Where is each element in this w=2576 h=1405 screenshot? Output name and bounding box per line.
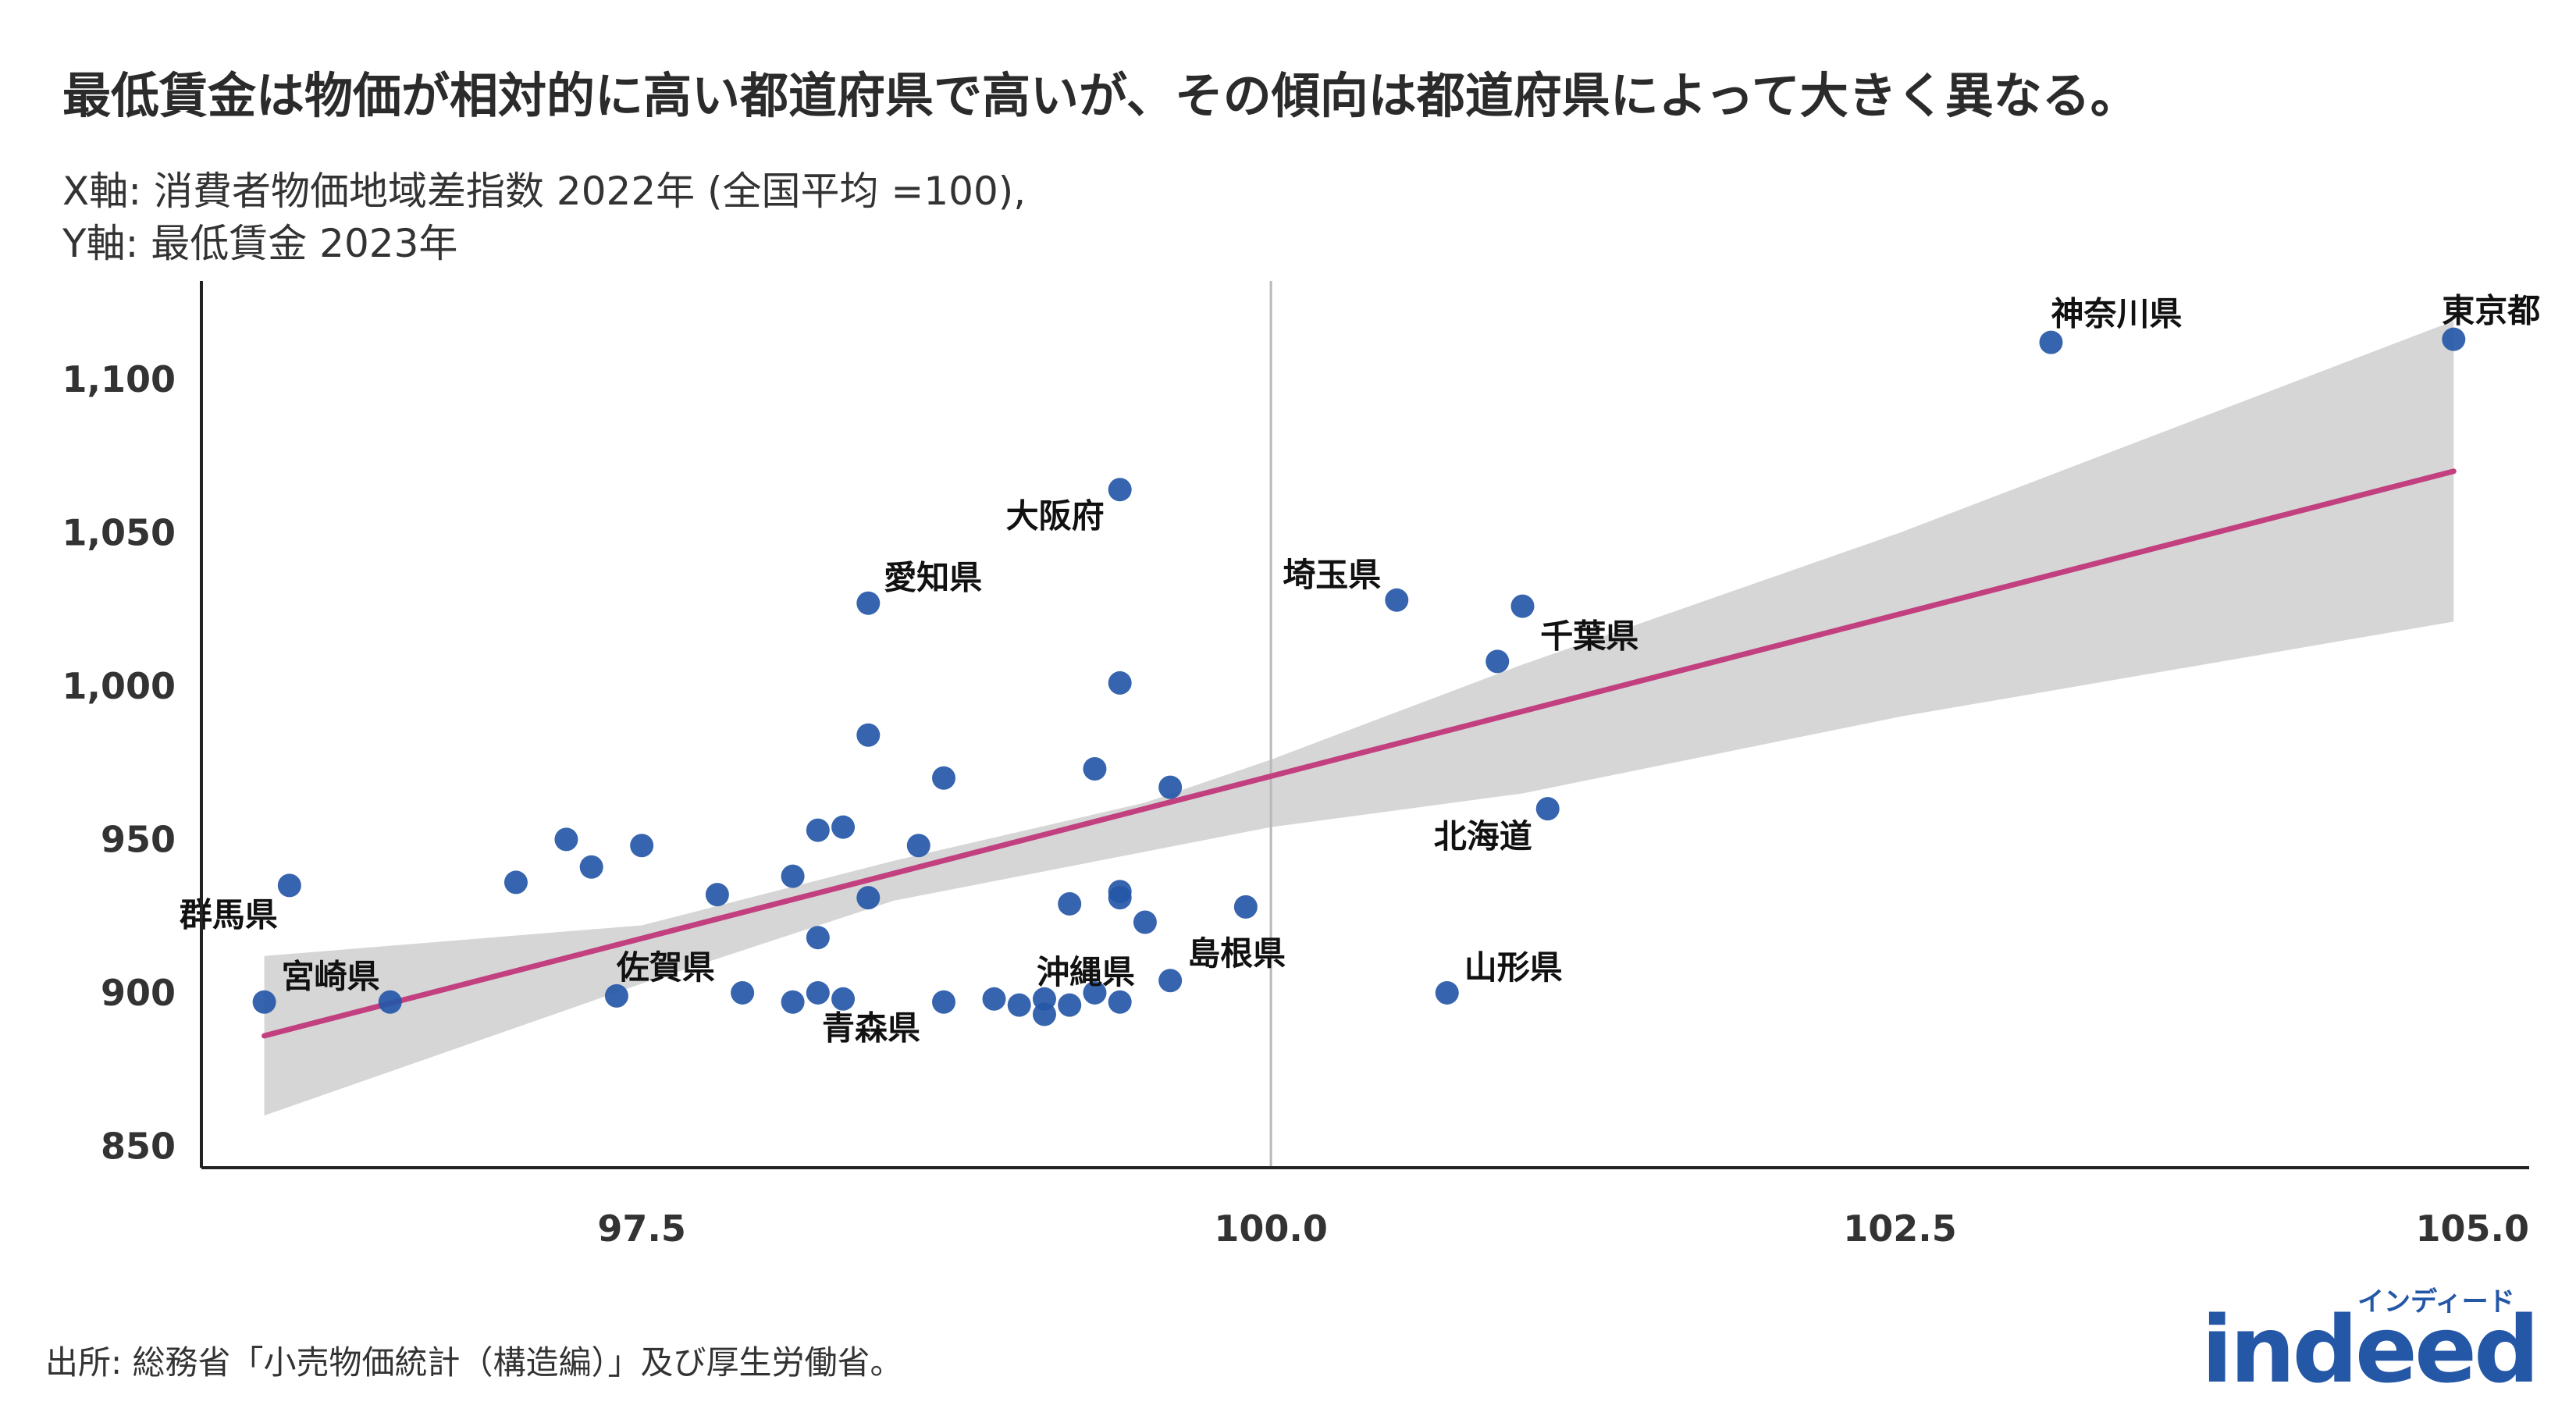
x-tick-label-1: 100.0	[1214, 1208, 1328, 1250]
data-point-17	[630, 834, 654, 858]
data-point-9	[856, 723, 881, 747]
tick-labels: 850 900 950 1,000 1,050 1,100 97.5 100.0 102.5 10…	[62, 358, 2529, 1250]
data-point-45	[1058, 993, 1082, 1017]
point-label-32: 山形県	[1464, 948, 1563, 987]
data-point-22	[277, 873, 301, 898]
x-tick-label-0: 97.5	[597, 1208, 686, 1250]
data-point-10	[932, 766, 956, 790]
data-point-33	[604, 984, 628, 1008]
point-label-36: 宮崎県	[282, 958, 380, 996]
point-label-4: 埼玉県	[1283, 556, 1381, 594]
data-point-31	[1158, 969, 1183, 993]
data-point-30	[806, 926, 830, 950]
y-axis-description: Y軸: 最低賃金 2023年	[62, 221, 458, 266]
data-point-15	[831, 815, 856, 839]
point-label-33: 佐賀県	[616, 948, 715, 987]
y-tick-label-1000: 1,000	[62, 665, 176, 707]
data-point-41	[982, 987, 1006, 1011]
trend-line	[262, 468, 2457, 1039]
data-point-4	[1385, 588, 1409, 612]
confidence-band	[264, 321, 2454, 1116]
data-point-20	[781, 864, 805, 888]
y-tick-label-900: 900	[101, 972, 176, 1014]
data-point-36	[252, 990, 276, 1014]
confidence-band-area	[264, 321, 2454, 1116]
data-point-29	[1133, 910, 1157, 934]
data-point-38	[781, 990, 805, 1014]
point-label-5: 愛知県	[884, 559, 982, 597]
data-point-12	[1158, 775, 1183, 799]
data-point-35	[806, 980, 830, 1005]
data-point-6	[1510, 594, 1535, 618]
y-tick-label-1100: 1,100	[62, 358, 176, 400]
x-tick-label-3: 105.0	[2415, 1208, 2529, 1250]
data-point-32	[1435, 980, 1459, 1005]
point-label-7: 千葉県	[1540, 617, 1638, 655]
point-label-13: 北海道	[1434, 817, 1532, 855]
x-axis-description: X軸: 消費者物価地域差指数 2022年 (全国平均 =100),	[62, 169, 1026, 214]
data-point-13	[1535, 797, 1560, 821]
point-label-1: 東京都	[2442, 292, 2540, 330]
data-point-47	[1108, 990, 1132, 1014]
point-label-43: 沖縄県	[1037, 953, 1135, 991]
data-point-14	[806, 818, 830, 842]
point-label-31: 島根県	[1187, 934, 1286, 973]
data-point-26	[1108, 886, 1132, 910]
data-point-37	[378, 990, 402, 1014]
data-point-39	[831, 987, 856, 1011]
data-point-44	[1032, 1002, 1056, 1026]
data-point-18	[906, 834, 930, 858]
data-point-5	[856, 591, 881, 615]
data-point-42	[1007, 993, 1031, 1017]
y-tick-label-850: 850	[101, 1125, 176, 1167]
indeed-logo: インディード indeed	[2201, 1280, 2539, 1403]
data-point-28	[1233, 895, 1258, 919]
data-point-27	[1058, 891, 1082, 916]
data-point-21	[503, 870, 528, 895]
point-label-40: 青森県	[822, 1009, 920, 1048]
x-tick-label-2: 102.5	[1843, 1208, 1957, 1250]
data-point-8	[1108, 670, 1132, 695]
point-label-3: 大阪府	[1006, 496, 1105, 535]
data-point-34	[731, 980, 755, 1005]
data-point-46	[1083, 980, 1107, 1005]
y-tick-label-950: 950	[101, 818, 176, 860]
data-point-24	[856, 886, 881, 910]
point-label-2: 神奈川県	[2051, 295, 2182, 333]
data-point-16	[554, 827, 578, 852]
data-point-23	[705, 883, 729, 907]
data-point-19	[579, 855, 603, 879]
logo-kana: インディード	[2357, 1286, 2515, 1318]
data-point-40	[932, 990, 956, 1014]
data-point-7	[1485, 649, 1510, 674]
point-label-22: 群馬県	[180, 895, 278, 934]
axes	[200, 281, 2529, 1169]
data-point-3	[1108, 478, 1132, 502]
chart-title: 最低賃金は物価が相対的に高い都道府県で高いが、その傾向は都道府県によって大きく異…	[62, 67, 2139, 124]
trend-line-path	[262, 468, 2457, 1039]
logo-wordmark: indeed	[2201, 1296, 2539, 1403]
source-note: 出所: 総務省「小売物価統計（構造編）」及び厚生労働省。	[45, 1343, 903, 1382]
y-tick-label-1050: 1,050	[62, 511, 176, 553]
data-point-1	[2442, 327, 2466, 351]
data-points	[252, 327, 2466, 1026]
data-point-11	[1083, 756, 1107, 781]
data-point-2	[2039, 330, 2063, 354]
